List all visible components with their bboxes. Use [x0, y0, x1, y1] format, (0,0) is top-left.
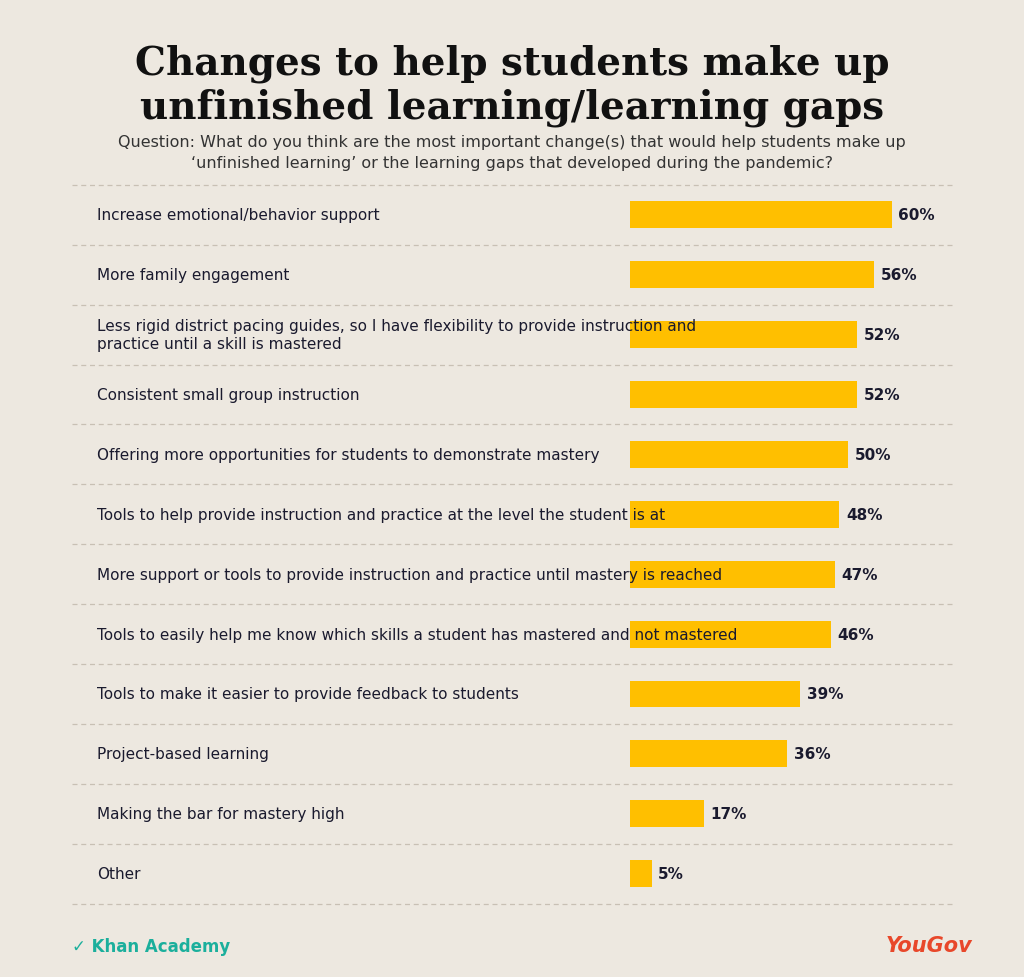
Text: Project-based learning: Project-based learning — [97, 746, 269, 762]
Bar — [630, 800, 705, 828]
Text: unfinished learning/learning gaps: unfinished learning/learning gaps — [140, 88, 884, 126]
Text: Less rigid district pacing guides, so I have flexibility to provide instruction : Less rigid district pacing guides, so I … — [97, 319, 696, 352]
Text: 52%: 52% — [863, 327, 900, 343]
Bar — [630, 202, 892, 229]
Text: YouGov: YouGov — [886, 936, 973, 956]
Text: 50%: 50% — [855, 447, 891, 462]
Text: 5%: 5% — [658, 867, 684, 881]
Text: Tools to help provide instruction and practice at the level the student is at: Tools to help provide instruction and pr… — [97, 507, 666, 523]
Text: More family engagement: More family engagement — [97, 268, 290, 283]
Bar — [630, 442, 848, 468]
Text: Tools to easily help me know which skills a student has mastered and not mastere: Tools to easily help me know which skill… — [97, 627, 737, 642]
Text: Increase emotional/behavior support: Increase emotional/behavior support — [97, 208, 380, 223]
Text: 60%: 60% — [898, 208, 935, 223]
Bar — [630, 561, 836, 588]
Bar — [630, 621, 830, 648]
Text: 39%: 39% — [807, 687, 843, 701]
Text: 36%: 36% — [794, 746, 830, 762]
Text: 52%: 52% — [863, 388, 900, 403]
Text: More support or tools to provide instruction and practice until mastery is reach: More support or tools to provide instruc… — [97, 567, 722, 582]
Bar — [630, 501, 840, 529]
Bar — [630, 262, 874, 289]
Text: 48%: 48% — [846, 507, 883, 523]
Text: ‘unfinished learning’ or the learning gaps that developed during the pandemic?: ‘unfinished learning’ or the learning ga… — [191, 156, 833, 171]
Text: ✓ Khan Academy: ✓ Khan Academy — [72, 938, 230, 956]
Text: Changes to help students make up: Changes to help students make up — [135, 44, 889, 82]
Bar — [630, 321, 857, 349]
Text: Question: What do you think are the most important change(s) that would help stu: Question: What do you think are the most… — [118, 135, 906, 149]
Bar — [630, 741, 787, 768]
Bar — [630, 861, 651, 887]
Text: Other: Other — [97, 867, 140, 881]
Bar — [630, 681, 800, 707]
Text: 47%: 47% — [842, 567, 879, 582]
Text: Consistent small group instruction: Consistent small group instruction — [97, 388, 359, 403]
Text: 56%: 56% — [881, 268, 918, 283]
Text: Offering more opportunities for students to demonstrate mastery: Offering more opportunities for students… — [97, 447, 600, 462]
Text: 46%: 46% — [838, 627, 873, 642]
Text: 17%: 17% — [711, 806, 746, 822]
Bar — [630, 382, 857, 408]
Text: Making the bar for mastery high: Making the bar for mastery high — [97, 806, 345, 822]
Text: Tools to make it easier to provide feedback to students: Tools to make it easier to provide feedb… — [97, 687, 519, 701]
